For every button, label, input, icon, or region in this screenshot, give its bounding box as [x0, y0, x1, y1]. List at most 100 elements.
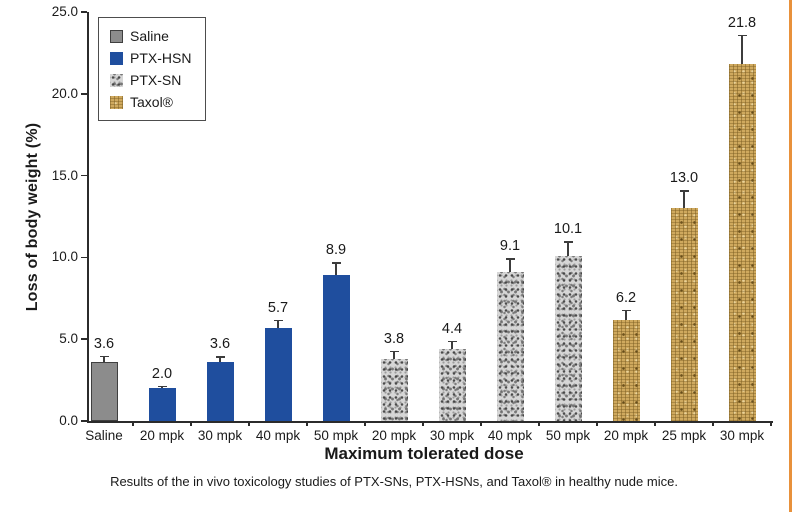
- error-bar-cap: [215, 356, 225, 358]
- legend-label-saline: Saline: [130, 27, 169, 44]
- legend-swatch-saline: [110, 29, 123, 43]
- bar-ptx_sn-40-mpk: [496, 272, 524, 421]
- bar-taxol-25-mpk: [670, 208, 698, 421]
- x-category-label: 40 mpk: [255, 428, 301, 443]
- error-bar-cap: [157, 385, 167, 388]
- bar-ptx_hsn-30-mpk: [206, 362, 234, 421]
- bar-taxol-20-mpk: [612, 319, 640, 421]
- bar-value-label: 3.8: [383, 330, 405, 347]
- bar-value-label: 13.0: [669, 170, 699, 187]
- error-bar-stem: [451, 340, 453, 349]
- error-bar-stem: [683, 190, 685, 209]
- x-category-label: 50 mpk: [545, 428, 591, 443]
- legend-label-taxol: Taxol®: [130, 93, 173, 110]
- bar-ptx_hsn-40-mpk: [264, 327, 292, 421]
- error-bar-stem: [103, 355, 105, 363]
- y-tick-label: 10.0: [51, 249, 78, 265]
- bar-taxol-30-mpk: [728, 64, 756, 421]
- y-axis-title: Loss of body weight (%): [24, 122, 41, 312]
- x-category-label: 40 mpk: [487, 428, 533, 443]
- x-tick-mark: [248, 421, 250, 426]
- bar-value-label: 2.0: [151, 365, 173, 382]
- bar-value-label: 8.9: [325, 242, 347, 259]
- x-category-label: 20 mpk: [371, 428, 417, 443]
- bar-saline-saline: [90, 362, 118, 421]
- figure-caption: Results of the in vivo toxicology studie…: [110, 474, 678, 489]
- bar-ptx_sn-50-mpk: [554, 255, 582, 421]
- legend-label-ptx_hsn: PTX-HSN: [130, 49, 192, 66]
- error-bar-cap: [621, 309, 631, 312]
- x-tick-mark: [132, 421, 134, 426]
- x-tick-mark: [364, 421, 366, 426]
- bar-value-label: 3.6: [93, 335, 115, 352]
- error-bar-cap: [737, 34, 747, 37]
- y-tick-mark: [81, 420, 87, 422]
- x-tick-mark: [422, 421, 424, 426]
- error-bar-stem: [219, 356, 221, 363]
- x-category-label: 25 mpk: [661, 428, 707, 443]
- x-category-label: Saline: [85, 428, 123, 443]
- bar-value-label: 5.7: [267, 299, 289, 316]
- legend-swatch-taxol: [110, 95, 123, 109]
- x-category-label: 30 mpk: [197, 428, 243, 443]
- bar-value-label: 21.8: [727, 14, 757, 31]
- x-tick-mark: [306, 421, 308, 426]
- y-tick-label: 0.0: [59, 413, 78, 428]
- legend-item-taxol: Taxol®: [110, 93, 205, 110]
- error-bar-cap: [563, 241, 573, 243]
- error-bar-cap: [447, 340, 457, 343]
- y-tick-mark: [81, 11, 87, 13]
- x-axis-line: [87, 421, 773, 423]
- error-bar-stem: [393, 350, 395, 359]
- bar-ptx_hsn-50-mpk: [322, 275, 350, 421]
- y-tick-mark: [81, 93, 87, 95]
- x-category-label: 20 mpk: [603, 428, 649, 443]
- y-axis-line: [87, 12, 89, 423]
- error-bar-cap: [273, 319, 283, 322]
- x-tick-mark: [538, 421, 540, 426]
- y-tick-label: 5.0: [59, 331, 78, 347]
- x-tick-mark: [770, 421, 772, 426]
- bar-ptx_sn-20-mpk: [380, 358, 408, 421]
- x-tick-mark: [596, 421, 598, 426]
- error-bar-stem: [277, 319, 279, 328]
- error-bar-stem: [625, 309, 627, 320]
- y-tick-mark: [81, 338, 87, 340]
- page-column-rule: [789, 0, 792, 512]
- error-bar-stem: [509, 258, 511, 273]
- error-bar-cap: [505, 258, 515, 260]
- error-bar-cap: [331, 262, 341, 264]
- x-axis-title: Maximum tolerated dose: [324, 444, 524, 463]
- error-bar-stem: [741, 34, 743, 65]
- bar-value-label: 3.6: [209, 336, 231, 353]
- x-category-label: 50 mpk: [313, 428, 359, 443]
- x-category-label: 30 mpk: [719, 428, 765, 443]
- bar-value-label: 9.1: [499, 238, 521, 255]
- error-bar-cap: [389, 350, 399, 353]
- error-bar-cap: [99, 355, 109, 358]
- legend-item-saline: Saline: [110, 27, 205, 44]
- y-tick-mark: [81, 174, 87, 177]
- legend-swatch-ptx_hsn: [110, 51, 123, 65]
- bar-ptx_hsn-20-mpk: [148, 388, 176, 421]
- x-tick-mark: [480, 421, 482, 426]
- y-tick-label: 15.0: [51, 167, 78, 183]
- x-category-label: 20 mpk: [139, 428, 185, 443]
- x-category-label: 30 mpk: [429, 428, 475, 443]
- legend-swatch-ptx_sn: [110, 73, 123, 87]
- legend-item-ptx_sn: PTX-SN: [110, 72, 205, 88]
- error-bar-stem: [335, 262, 337, 276]
- error-bar-cap: [679, 190, 689, 192]
- x-tick-mark: [712, 421, 714, 426]
- bar-value-label: 10.1: [553, 221, 583, 238]
- y-tick-mark: [81, 256, 87, 259]
- legend-item-ptx_hsn: PTX-HSN: [110, 49, 205, 66]
- x-tick-mark: [190, 421, 192, 426]
- chart-legend: Saline PTX-HSN PTX-SN Taxol®: [98, 17, 206, 121]
- y-tick-label: 25.0: [51, 4, 78, 19]
- bar-value-label: 4.4: [441, 320, 463, 337]
- bar-value-label: 6.2: [615, 289, 637, 306]
- bar-ptx_sn-30-mpk: [438, 349, 466, 421]
- y-tick-label: 20.0: [51, 85, 78, 101]
